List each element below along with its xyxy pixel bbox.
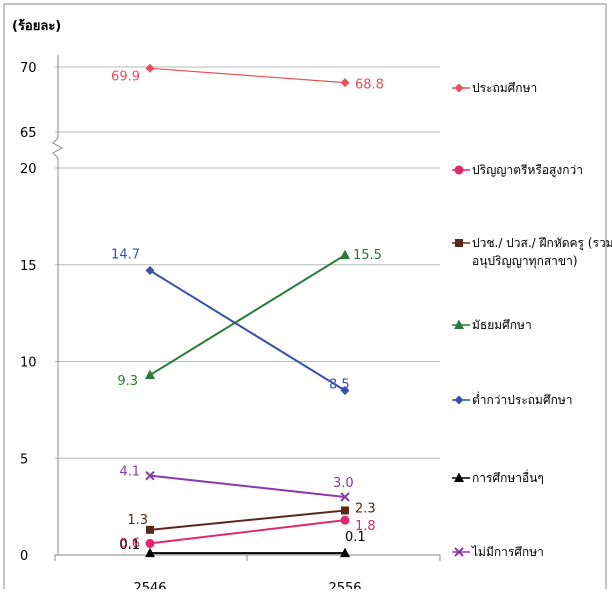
y-tick-label: 70 (20, 61, 37, 76)
series-lines (145, 63, 350, 558)
axis-break-mark (52, 137, 64, 159)
data-label: 68.8 (355, 78, 384, 93)
data-point (145, 470, 155, 481)
data-label: 1.3 (127, 513, 148, 528)
data-point (146, 525, 154, 534)
legend-label: มัธยมศึกษา (472, 318, 532, 332)
data-label: 8.5 (329, 378, 350, 393)
y-tick-label: 10 (20, 356, 37, 371)
data-label: 14.7 (111, 248, 140, 263)
y-tick-label: 20 (20, 162, 37, 177)
series-line (149, 474, 346, 498)
legend-marker (454, 165, 464, 175)
data-label: 9.3 (117, 374, 138, 389)
legend-marker (454, 319, 464, 329)
data-point (340, 249, 350, 260)
legend-marker (454, 395, 464, 405)
legend-marker (454, 83, 464, 93)
data-label: 0.6 (119, 536, 140, 551)
data-point (340, 547, 350, 558)
legend-label: ต่ำกว่าประถมศึกษา (472, 391, 573, 407)
data-labels: 69.9 68.8 0.6 1.8 1.3 2.3 9.3 15.5 14.7 8.5 0.1 0.1… (111, 69, 384, 553)
chart-border (3, 3, 607, 593)
y-unit-label: (ร้อยละ) (12, 18, 61, 34)
data-point (340, 492, 350, 502)
legend-label: ปริญญาตรีหรือสูงกว่า (472, 163, 583, 178)
data-label: 2.3 (355, 501, 376, 516)
axes (52, 55, 441, 561)
y-tick-label: 15 (20, 259, 37, 274)
y-tick-label: 65 (20, 126, 37, 141)
series-line (149, 254, 346, 376)
series-line (149, 269, 346, 392)
data-point (145, 266, 155, 276)
data-point (145, 63, 155, 73)
gridlines (55, 66, 440, 556)
data-point (341, 506, 349, 515)
data-label: 3.0 (333, 476, 354, 491)
series-line (149, 67, 346, 84)
data-label: 0.1 (119, 538, 140, 553)
data-point (145, 538, 155, 548)
legend-label: การศึกษาอื่นๆ (472, 469, 544, 485)
legend-marker (454, 472, 464, 482)
series-line (149, 519, 346, 545)
legend-label: ปวช./ ปวส./ ฝึกหัดครู (รวม (472, 236, 612, 251)
legend-marker (455, 239, 463, 247)
legend-label: อนุปริญญาทุกสาขา) (472, 254, 578, 269)
legend-marker (454, 547, 464, 557)
data-point (340, 386, 350, 396)
series-line (149, 509, 346, 531)
data-point (145, 547, 155, 558)
data-label: 69.9 (111, 69, 140, 84)
data-label: 0.1 (345, 530, 366, 545)
data-point (340, 78, 350, 88)
y-tick-label: 0 (20, 549, 28, 564)
y-tick-labels: 70 65 20 15 10 5 0 (20, 61, 37, 564)
x-tick-label: 2556 (328, 581, 361, 589)
y-tick-label: 5 (20, 452, 28, 467)
legend-label: ประถมศึกษา (472, 81, 537, 95)
data-point (340, 515, 350, 525)
data-point (145, 369, 155, 380)
data-label: 4.1 (119, 465, 140, 480)
x-tick-label: 2546 (133, 581, 166, 589)
data-label: 1.8 (355, 519, 376, 534)
data-label: 15.5 (353, 248, 382, 263)
legend-label: ไม่มีการศึกษา (471, 545, 544, 559)
